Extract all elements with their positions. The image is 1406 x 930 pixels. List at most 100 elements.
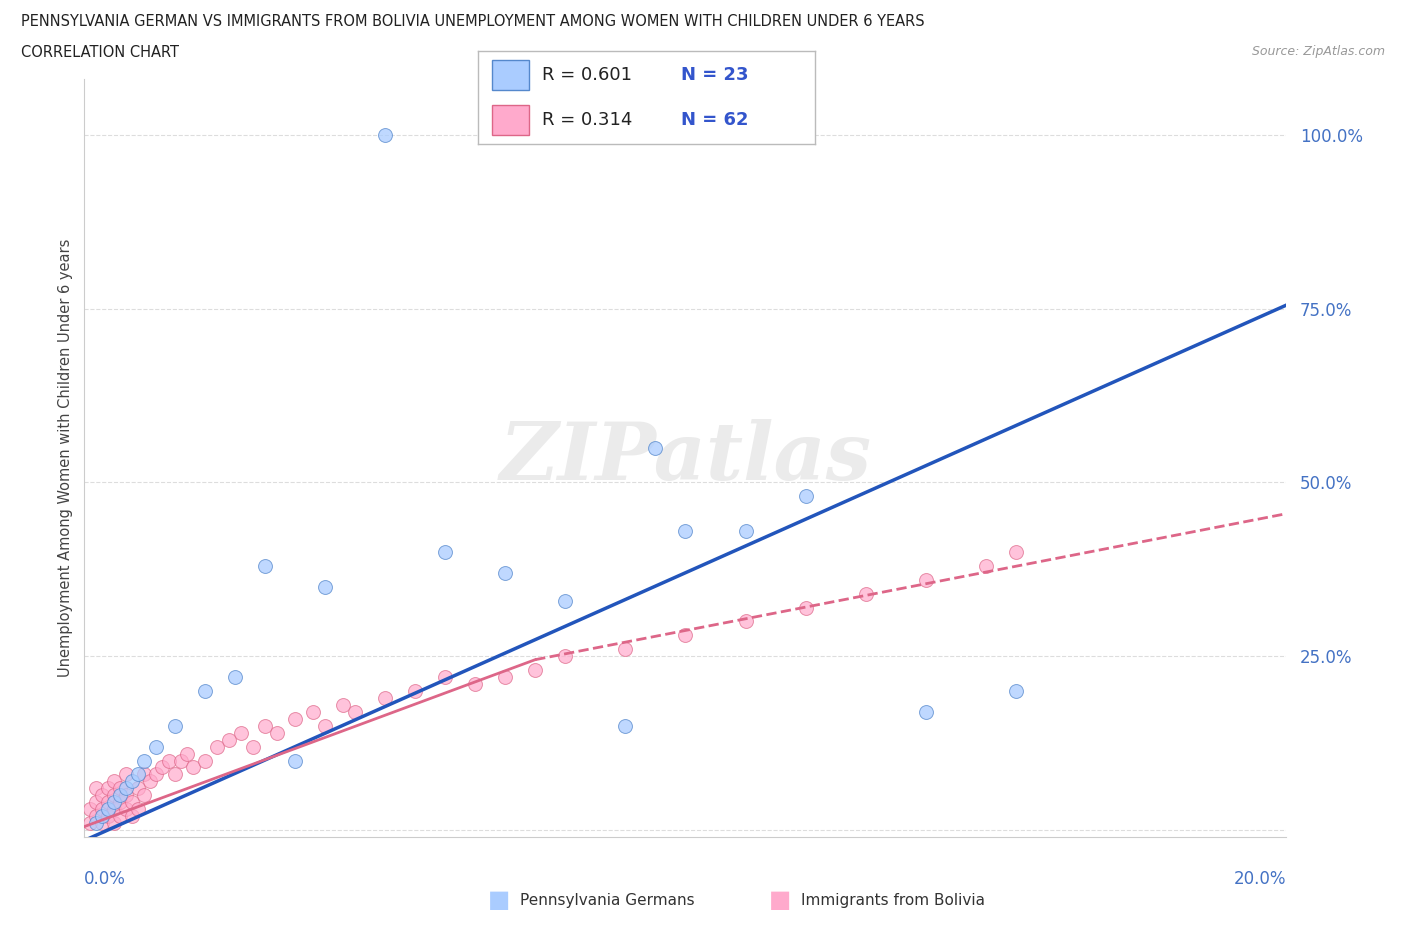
Text: PENNSYLVANIA GERMAN VS IMMIGRANTS FROM BOLIVIA UNEMPLOYMENT AMONG WOMEN WITH CHI: PENNSYLVANIA GERMAN VS IMMIGRANTS FROM B…	[21, 14, 925, 29]
Point	[229, 725, 252, 740]
Text: Immigrants from Bolivia: Immigrants from Bolivia	[801, 893, 986, 908]
Point	[1005, 544, 1028, 559]
Point	[218, 732, 240, 747]
Point	[194, 753, 217, 768]
Point	[675, 524, 697, 538]
Point	[103, 774, 125, 789]
Point	[343, 704, 366, 719]
Point	[97, 809, 120, 824]
Point	[284, 711, 307, 726]
Point	[79, 802, 101, 817]
Point	[284, 753, 307, 768]
Point	[86, 809, 108, 824]
Point	[675, 628, 697, 643]
Point	[163, 718, 186, 733]
Point	[194, 684, 217, 698]
Point	[554, 593, 576, 608]
Point	[253, 558, 276, 573]
Text: CORRELATION CHART: CORRELATION CHART	[21, 45, 179, 60]
Point	[91, 816, 114, 830]
Point	[110, 809, 132, 824]
Point	[110, 781, 132, 796]
Point	[91, 788, 114, 803]
Bar	[492, 60, 529, 90]
Point	[103, 795, 125, 810]
Point	[205, 739, 228, 754]
Point	[134, 767, 156, 782]
Point	[794, 489, 817, 504]
Point	[524, 663, 547, 678]
Point	[794, 600, 817, 615]
Point	[242, 739, 264, 754]
Point	[314, 718, 336, 733]
Point	[115, 788, 138, 803]
Point	[464, 677, 486, 692]
Point	[103, 816, 125, 830]
Point	[115, 802, 138, 817]
Text: N = 23: N = 23	[681, 66, 748, 85]
Point	[157, 753, 180, 768]
Point	[134, 753, 156, 768]
Bar	[492, 105, 529, 135]
Text: ■: ■	[488, 888, 510, 912]
Point	[434, 670, 457, 684]
Point	[644, 440, 666, 455]
Point	[152, 760, 174, 775]
Point	[91, 809, 114, 824]
Point	[224, 670, 246, 684]
Point	[127, 767, 149, 782]
Point	[734, 524, 756, 538]
Point	[253, 718, 276, 733]
Point	[103, 802, 125, 817]
Point	[86, 816, 108, 830]
Text: 0.0%: 0.0%	[84, 870, 127, 887]
Point	[91, 802, 114, 817]
Point	[374, 127, 396, 142]
Text: Source: ZipAtlas.com: Source: ZipAtlas.com	[1251, 45, 1385, 58]
Text: R = 0.601: R = 0.601	[543, 66, 633, 85]
Point	[374, 690, 396, 705]
Point	[127, 781, 149, 796]
Point	[134, 788, 156, 803]
Point	[314, 579, 336, 594]
Point	[86, 795, 108, 810]
Text: N = 62: N = 62	[681, 111, 748, 129]
Text: ■: ■	[769, 888, 792, 912]
Point	[301, 704, 323, 719]
Point	[121, 774, 143, 789]
Point	[163, 767, 186, 782]
Point	[115, 767, 138, 782]
Point	[734, 614, 756, 629]
Point	[139, 774, 162, 789]
Point	[434, 544, 457, 559]
Point	[115, 781, 138, 796]
Text: 20.0%: 20.0%	[1234, 870, 1286, 887]
Y-axis label: Unemployment Among Women with Children Under 6 years: Unemployment Among Women with Children U…	[58, 239, 73, 677]
Point	[614, 642, 637, 657]
Text: R = 0.314: R = 0.314	[543, 111, 633, 129]
Point	[79, 816, 101, 830]
Point	[554, 649, 576, 664]
Point	[103, 788, 125, 803]
Text: Pennsylvania Germans: Pennsylvania Germans	[520, 893, 695, 908]
Point	[97, 802, 120, 817]
Text: ZIPatlas: ZIPatlas	[499, 419, 872, 497]
Point	[86, 781, 108, 796]
Point	[855, 586, 877, 601]
Point	[169, 753, 191, 768]
Point	[121, 795, 143, 810]
Point	[121, 809, 143, 824]
Point	[181, 760, 204, 775]
Point	[97, 795, 120, 810]
Point	[974, 558, 997, 573]
Point	[404, 684, 426, 698]
Point	[145, 767, 167, 782]
Point	[915, 704, 938, 719]
Point	[110, 795, 132, 810]
Point	[1005, 684, 1028, 698]
Point	[266, 725, 288, 740]
Point	[614, 718, 637, 733]
Point	[915, 572, 938, 587]
Point	[494, 565, 516, 580]
Point	[176, 746, 198, 761]
